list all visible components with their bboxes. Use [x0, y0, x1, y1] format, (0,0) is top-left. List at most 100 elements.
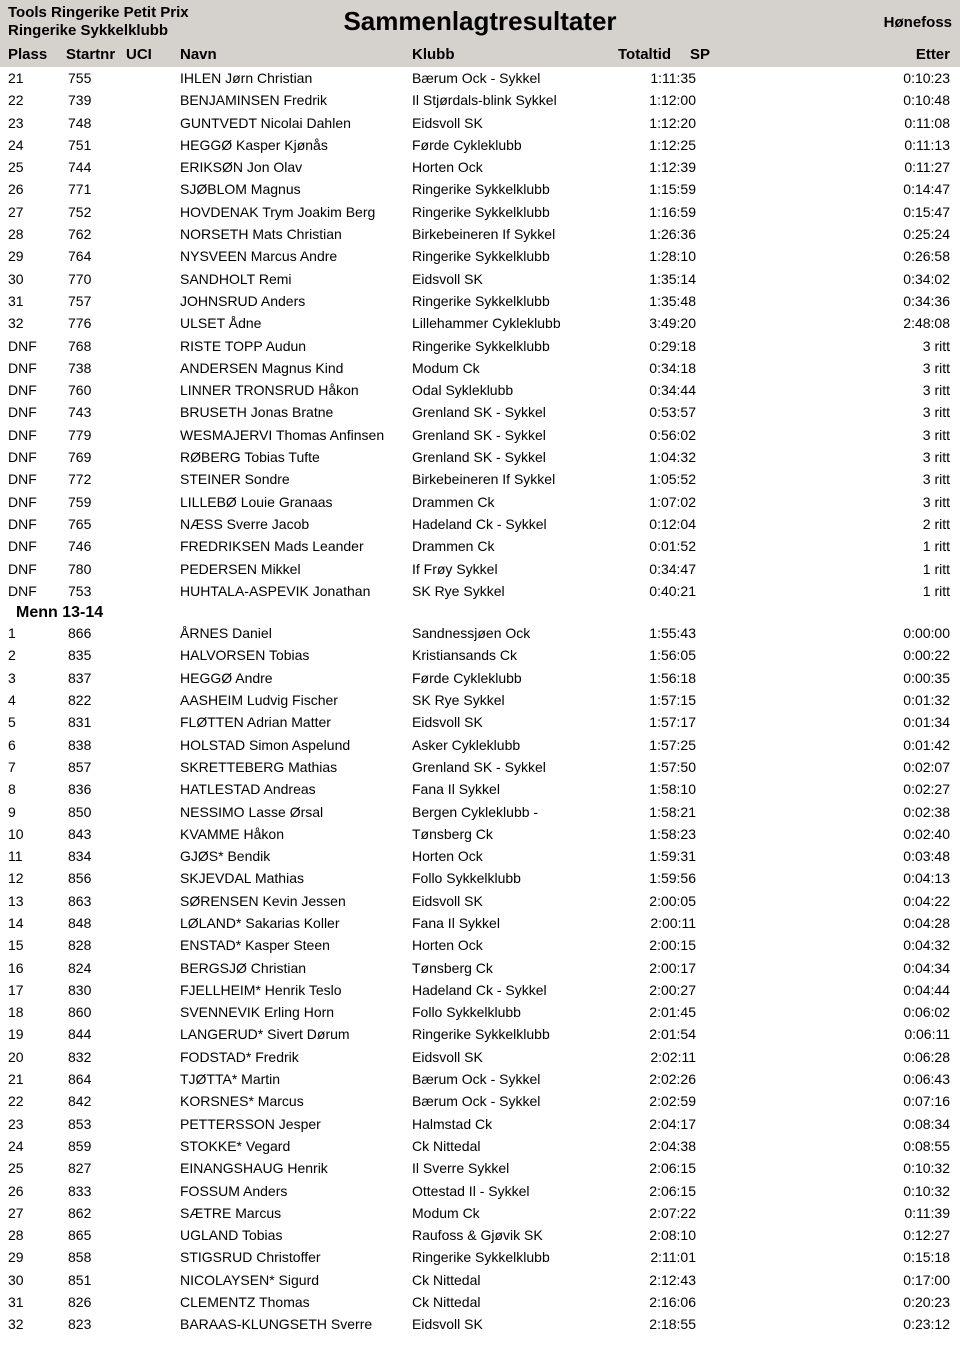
cell-klubb: Horten Ock — [412, 935, 618, 955]
cell-klubb: Eidsvoll SK — [412, 712, 618, 732]
cell-klubb: Birkebeineren If Sykkel — [412, 469, 618, 489]
location: Hønefoss — [884, 14, 952, 31]
cell-plass: 32 — [8, 313, 68, 333]
cell-plass: 21 — [8, 68, 68, 88]
cell-uci — [124, 1203, 180, 1223]
cell-startnr: 752 — [68, 202, 124, 222]
cell-klubb: Grenland SK - Sykkel — [412, 402, 618, 422]
cell-startnr: 850 — [68, 802, 124, 822]
cell-startnr: 851 — [68, 1270, 124, 1290]
cell-plass: 16 — [8, 958, 68, 978]
cell-total: 1:57:17 — [618, 712, 696, 732]
result-row: 22842KORSNES* MarcusBærum Ock - Sykkel2:… — [0, 1090, 960, 1112]
cell-plass: 29 — [8, 246, 68, 266]
cell-uci — [124, 246, 180, 266]
cell-uci — [124, 559, 180, 579]
cell-startnr: 764 — [68, 246, 124, 266]
cell-total: 1:58:21 — [618, 802, 696, 822]
cell-etter: 0:10:32 — [732, 1158, 952, 1178]
cell-uci — [124, 68, 180, 88]
cell-total: 0:34:18 — [618, 358, 696, 378]
cell-startnr: 828 — [68, 935, 124, 955]
cell-plass: 4 — [8, 690, 68, 710]
cell-total: 1:07:02 — [618, 492, 696, 512]
cell-klubb: Grenland SK - Sykkel — [412, 425, 618, 445]
cell-startnr: 822 — [68, 690, 124, 710]
result-row: DNF772STEINER SondreBirkebeineren If Syk… — [0, 468, 960, 490]
cell-total: 2:00:27 — [618, 980, 696, 1000]
result-row: DNF760LINNER TRONSRUD HåkonOdal Sykleklu… — [0, 379, 960, 401]
header-band: Tools Ringerike Petit Prix Ringerike Syk… — [0, 0, 960, 42]
cell-klubb: Il Stjørdals-blink Sykkel — [412, 90, 618, 110]
cell-uci — [124, 1158, 180, 1178]
cell-total: 1:11:35 — [618, 68, 696, 88]
result-row: 17830FJELLHEIM* Henrik TesloHadeland Ck … — [0, 979, 960, 1001]
cell-sp — [696, 358, 732, 378]
cell-sp — [696, 645, 732, 665]
cell-etter: 0:02:40 — [732, 824, 952, 844]
cell-startnr: 771 — [68, 179, 124, 199]
result-row: 24751HEGGØ Kasper KjønåsFørde Cykleklubb… — [0, 134, 960, 156]
cell-etter: 0:02:07 — [732, 757, 952, 777]
cell-total: 1:16:59 — [618, 202, 696, 222]
cell-etter: 3 ritt — [732, 358, 952, 378]
cell-etter: 0:10:23 — [732, 68, 952, 88]
cell-sp — [696, 336, 732, 356]
result-row: DNF743BRUSETH Jonas BratneGrenland SK - … — [0, 401, 960, 423]
cell-plass: 20 — [8, 1047, 68, 1067]
cell-uci — [124, 336, 180, 356]
cell-startnr: 765 — [68, 514, 124, 534]
cell-total: 1:56:05 — [618, 645, 696, 665]
cell-total: 2:02:59 — [618, 1091, 696, 1111]
cell-navn: BARAAS-KLUNGSETH Sverre — [180, 1314, 412, 1334]
cell-navn: SØRENSEN Kevin Jessen — [180, 891, 412, 911]
cell-plass: 10 — [8, 824, 68, 844]
cell-etter: 0:12:27 — [732, 1225, 952, 1245]
cell-total: 2:11:01 — [618, 1247, 696, 1267]
cell-uci — [124, 958, 180, 978]
cell-total: 1:57:25 — [618, 735, 696, 755]
cell-total: 2:02:11 — [618, 1047, 696, 1067]
result-row: DNF759LILLEBØ Louie GranaasDrammen Ck1:0… — [0, 491, 960, 513]
result-row: 3837HEGGØ AndreFørde Cykleklubb1:56:180:… — [0, 667, 960, 689]
cell-navn: GUNTVEDT Nicolai Dahlen — [180, 113, 412, 133]
cell-etter: 0:04:28 — [732, 913, 952, 933]
cell-startnr: 757 — [68, 291, 124, 311]
cell-klubb: Modum Ck — [412, 358, 618, 378]
result-row: 2835HALVORSEN TobiasKristiansands Ck1:56… — [0, 644, 960, 666]
cell-sp — [696, 269, 732, 289]
cell-total: 2:16:06 — [618, 1292, 696, 1312]
result-row: 11834GJØS* BendikHorten Ock1:59:310:03:4… — [0, 845, 960, 867]
cell-plass: 7 — [8, 757, 68, 777]
cell-klubb: Sandnessjøen Ock — [412, 623, 618, 643]
cell-etter: 0:20:23 — [732, 1292, 952, 1312]
cell-plass: DNF — [8, 358, 68, 378]
cell-sp — [696, 1114, 732, 1134]
cell-plass: DNF — [8, 380, 68, 400]
cell-sp — [696, 425, 732, 445]
cell-total: 1:56:18 — [618, 668, 696, 688]
cell-etter: 0:10:32 — [732, 1181, 952, 1201]
cell-navn: TJØTTA* Martin — [180, 1069, 412, 1089]
cell-uci — [124, 291, 180, 311]
cell-etter: 0:14:47 — [732, 179, 952, 199]
cell-navn: PETTERSSON Jesper — [180, 1114, 412, 1134]
result-row: 27752HOVDENAK Trym Joakim BergRingerike … — [0, 201, 960, 223]
cell-total: 1:35:14 — [618, 269, 696, 289]
cell-klubb: Tønsberg Ck — [412, 824, 618, 844]
cell-uci — [124, 1024, 180, 1044]
cell-plass: 31 — [8, 291, 68, 311]
cell-startnr: 842 — [68, 1091, 124, 1111]
cell-sp — [696, 868, 732, 888]
cell-sp — [696, 779, 732, 799]
cell-uci — [124, 202, 180, 222]
cell-startnr: 824 — [68, 958, 124, 978]
result-row: 32823BARAAS-KLUNGSETH SverreEidsvoll SK2… — [0, 1313, 960, 1335]
cell-plass: 29 — [8, 1247, 68, 1267]
cell-startnr: 762 — [68, 224, 124, 244]
results-group-1: 21755IHLEN Jørn ChristianBærum Ock - Syk… — [0, 67, 960, 602]
cell-sp — [696, 135, 732, 155]
cell-navn: FODSTAD* Fredrik — [180, 1047, 412, 1067]
cell-navn: SÆTRE Marcus — [180, 1203, 412, 1223]
cell-klubb: Eidsvoll SK — [412, 269, 618, 289]
